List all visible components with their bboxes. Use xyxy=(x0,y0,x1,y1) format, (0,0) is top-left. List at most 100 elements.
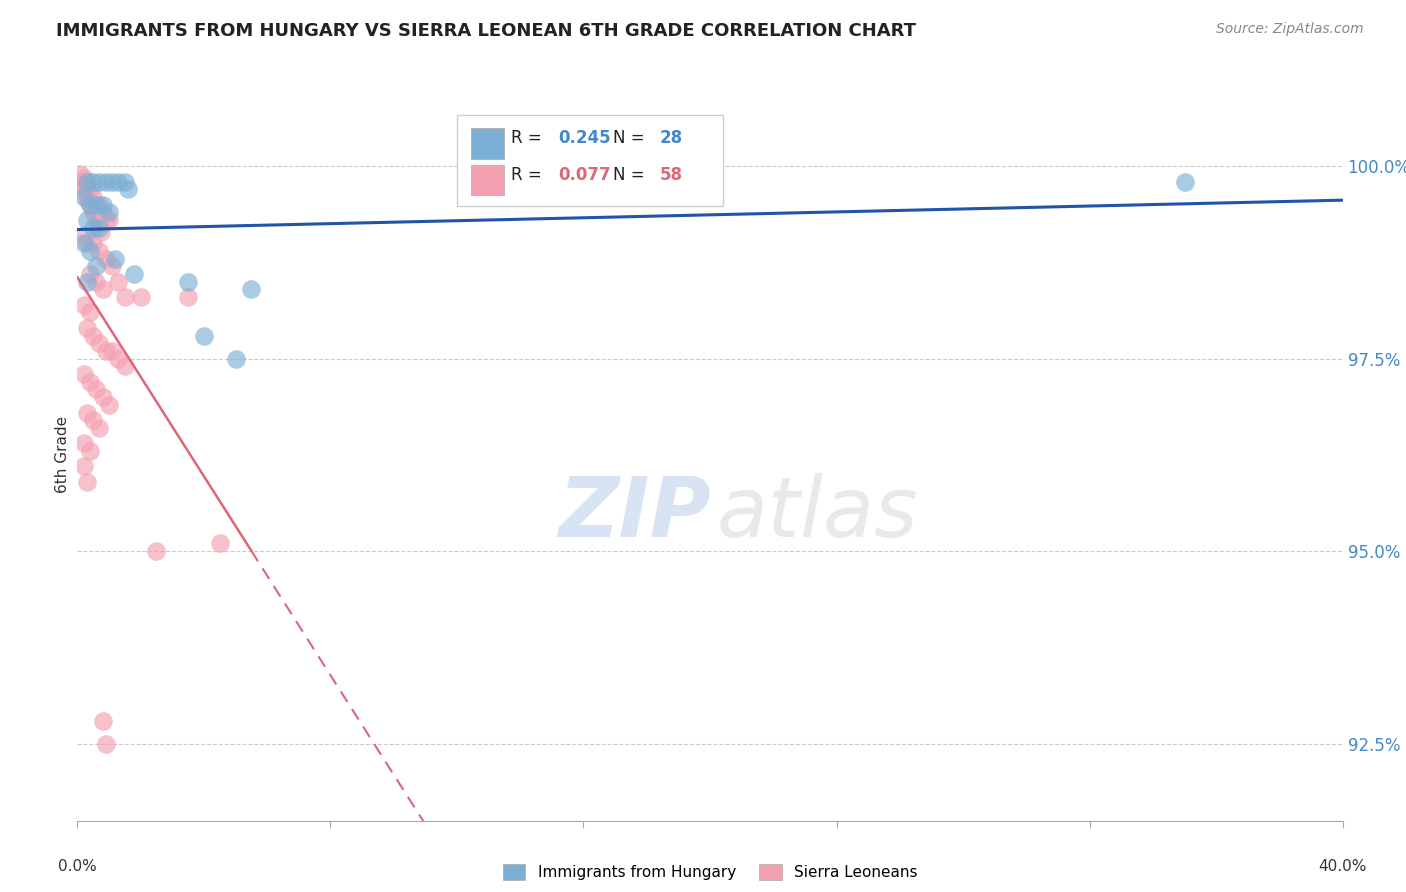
Point xyxy=(145,544,167,558)
Point xyxy=(114,359,136,374)
Point xyxy=(76,475,98,489)
Point xyxy=(94,175,117,189)
Point xyxy=(73,190,96,204)
Point xyxy=(91,390,114,404)
Point xyxy=(107,275,129,289)
Point xyxy=(76,406,98,420)
Point xyxy=(86,383,108,397)
Text: N =: N = xyxy=(613,129,650,147)
Text: 40.0%: 40.0% xyxy=(1319,859,1367,874)
Point xyxy=(94,737,117,751)
Text: atlas: atlas xyxy=(717,473,918,554)
Point xyxy=(73,436,96,450)
Point xyxy=(76,175,98,189)
Point xyxy=(80,202,103,216)
Point xyxy=(94,252,117,266)
Point xyxy=(91,205,114,219)
Point xyxy=(91,197,114,211)
Point xyxy=(104,252,127,266)
Point xyxy=(89,421,111,435)
Point xyxy=(91,714,114,728)
Point xyxy=(86,275,108,289)
Text: Source: ZipAtlas.com: Source: ZipAtlas.com xyxy=(1216,22,1364,37)
Point xyxy=(82,236,104,251)
Point xyxy=(208,536,231,550)
FancyBboxPatch shape xyxy=(457,115,723,206)
Point xyxy=(69,167,91,181)
Point xyxy=(240,282,263,296)
Point xyxy=(73,175,96,189)
Point xyxy=(98,398,120,412)
Point xyxy=(193,328,215,343)
Point xyxy=(114,175,136,189)
Text: IMMIGRANTS FROM HUNGARY VS SIERRA LEONEAN 6TH GRADE CORRELATION CHART: IMMIGRANTS FROM HUNGARY VS SIERRA LEONEA… xyxy=(56,22,917,40)
Text: N =: N = xyxy=(613,166,650,184)
Point xyxy=(76,275,98,289)
Point xyxy=(76,213,98,227)
Point xyxy=(79,244,101,258)
Point xyxy=(79,305,101,319)
Text: ZIP: ZIP xyxy=(558,473,711,554)
Point xyxy=(70,178,93,193)
Point xyxy=(82,413,104,427)
Point xyxy=(129,290,152,304)
Point xyxy=(83,209,105,223)
Point xyxy=(89,244,111,258)
Point xyxy=(73,236,96,251)
Point xyxy=(94,343,117,358)
Point xyxy=(101,175,124,189)
Point xyxy=(73,298,96,312)
Point xyxy=(75,186,97,201)
Point xyxy=(82,175,104,189)
Point xyxy=(114,290,136,304)
Point xyxy=(107,351,129,366)
Point xyxy=(82,220,104,235)
Point xyxy=(605,175,627,189)
Point xyxy=(86,260,108,274)
Point xyxy=(91,282,114,296)
Point xyxy=(77,194,100,208)
Point xyxy=(76,182,98,196)
FancyBboxPatch shape xyxy=(471,164,503,195)
Point xyxy=(73,170,96,185)
Point xyxy=(89,175,111,189)
Point xyxy=(124,267,146,281)
Point xyxy=(1174,175,1197,189)
Point xyxy=(101,343,124,358)
Point xyxy=(69,175,91,189)
Point xyxy=(79,444,101,458)
Y-axis label: 6th Grade: 6th Grade xyxy=(55,417,70,493)
FancyBboxPatch shape xyxy=(471,128,503,159)
Point xyxy=(89,220,111,235)
Text: 58: 58 xyxy=(659,166,682,184)
Point xyxy=(79,375,101,389)
Text: 0.077: 0.077 xyxy=(558,166,610,184)
Point xyxy=(76,236,98,251)
Point xyxy=(82,190,104,204)
Point xyxy=(82,328,104,343)
Point xyxy=(79,197,101,211)
Point xyxy=(90,225,112,239)
Point xyxy=(98,213,120,227)
Text: R =: R = xyxy=(512,166,547,184)
Point xyxy=(225,351,247,366)
Point xyxy=(177,290,200,304)
Point xyxy=(86,197,108,211)
Point xyxy=(177,275,200,289)
Point xyxy=(101,260,124,274)
Point xyxy=(94,213,117,227)
Point xyxy=(76,321,98,335)
Text: 0.245: 0.245 xyxy=(558,129,610,147)
Point xyxy=(98,205,120,219)
Point xyxy=(73,459,96,474)
Point xyxy=(89,336,111,351)
Point xyxy=(79,267,101,281)
Point xyxy=(73,228,96,243)
Point xyxy=(107,175,129,189)
Point xyxy=(89,197,111,211)
Point xyxy=(87,217,110,231)
Point xyxy=(86,197,108,211)
Point xyxy=(73,367,96,381)
Text: R =: R = xyxy=(512,129,547,147)
Text: 0.0%: 0.0% xyxy=(58,859,97,874)
